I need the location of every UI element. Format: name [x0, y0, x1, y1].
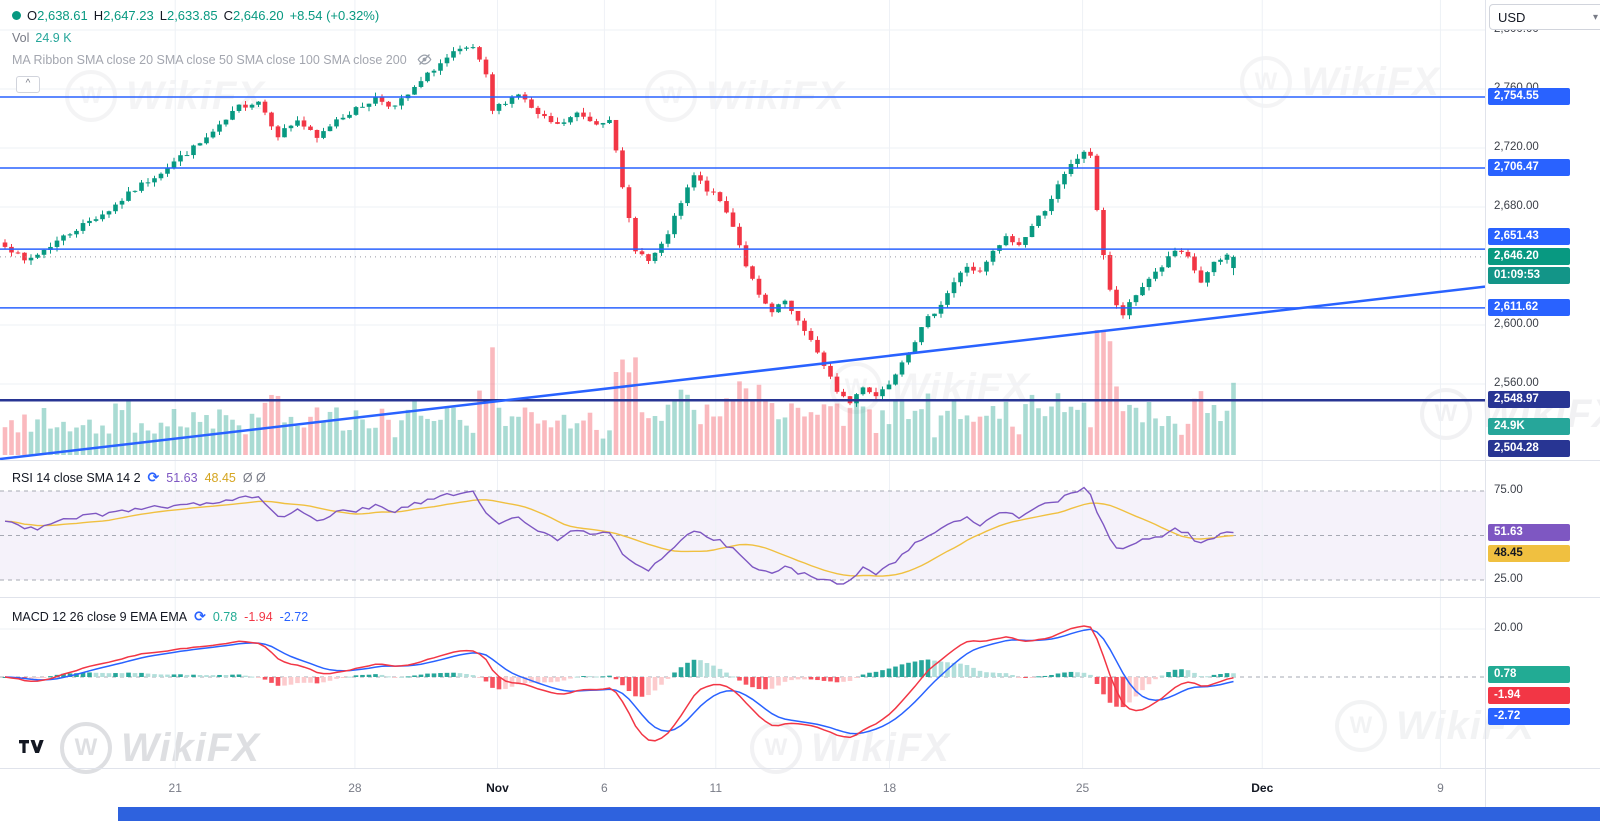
time-axis-label: 28	[348, 781, 362, 795]
price-change: +8.54 (+0.32%)	[289, 8, 380, 23]
eye-off-icon[interactable]	[417, 52, 432, 67]
ohlc-low: L2,633.85	[159, 8, 218, 23]
pane-separator[interactable]	[0, 460, 1600, 461]
wikifx-logo-icon: W	[830, 362, 882, 414]
macd-hist-value: 0.78	[212, 609, 238, 624]
scale-tick-label: 2,560.00	[1494, 376, 1539, 389]
time-axis-label: 9	[1437, 781, 1444, 795]
wikifx-wordmark: WikiFX	[811, 725, 950, 770]
scale-tick-label: 20.00	[1494, 622, 1523, 634]
price-badge: 2,754.55	[1488, 88, 1570, 106]
ma-ribbon-label: MA Ribbon SMA close 20 SMA close 50 SMA …	[12, 52, 407, 67]
ohlc-high: H2,647.23	[93, 8, 154, 23]
rsi-badge: 48.45	[1488, 544, 1570, 562]
rsi-badge: 51.63	[1488, 523, 1570, 541]
scale-tick-label: 2,720.00	[1494, 141, 1539, 153]
wikifx-logo-icon: W	[60, 722, 112, 774]
macd-pane-canvas[interactable]	[0, 598, 1485, 768]
price-pane-canvas[interactable]	[0, 0, 1485, 460]
macd-badge: -1.94	[1488, 687, 1570, 705]
tradingview-logo[interactable]	[18, 738, 44, 760]
refresh-icon[interactable]: ⟳	[147, 469, 160, 485]
rsi-extra: Ø Ø	[242, 470, 266, 485]
time-axis-label: 21	[168, 781, 182, 795]
scale-tick-label: 75.00	[1494, 484, 1523, 496]
price-badge: 2,548.97	[1488, 391, 1570, 409]
price-badge: 2,646.20	[1488, 247, 1570, 265]
scale-tick-label: 2,680.00	[1494, 199, 1539, 212]
macd-line-value: -1.94	[244, 609, 273, 624]
scale-border	[1485, 0, 1486, 807]
wikifx-logo-icon: W	[750, 722, 802, 774]
axis-separator	[0, 768, 1600, 769]
volume-label: Vol	[12, 31, 30, 45]
wikifx-wordmark: WikiFX	[1301, 59, 1440, 104]
pane-separator[interactable]	[0, 597, 1600, 598]
time-axis-label: 11	[709, 781, 722, 795]
wikifx-wordmark: WikiFX	[891, 365, 1030, 410]
price-scale[interactable]: USD ▾ 2,800.002,760.002,720.002,680.002,…	[1486, 0, 1600, 807]
rsi-value: 51.63	[166, 470, 198, 485]
collapse-pane-button[interactable]: ^	[16, 76, 40, 93]
rsi-header: RSI 14 close SMA 14 2 ⟳ 51.63 48.45 Ø Ø	[12, 469, 266, 486]
price-badge: 2,504.28	[1488, 440, 1570, 457]
wikifx-logo-icon: W	[1335, 700, 1387, 752]
scale-tick-label: 25.00	[1494, 573, 1523, 585]
time-axis-label: 25	[1075, 781, 1090, 795]
volume-badge: 24.9K	[1488, 418, 1570, 435]
macd-badge: 0.78	[1488, 666, 1570, 684]
time-axis[interactable]: 21 28 Nov 6 11 18 25 Dec 9	[0, 769, 1485, 807]
countdown-badge: 01:09:53	[1488, 266, 1570, 284]
rsi-pane-canvas[interactable]	[0, 461, 1485, 597]
currency-dropdown[interactable]: USD ▾	[1489, 4, 1600, 30]
symbol-legend: O2,638.61 H2,647.23 L2,633.85 C2,646.20 …	[12, 8, 379, 23]
price-badge: 2,706.47	[1488, 158, 1570, 176]
refresh-icon[interactable]: ⟳	[194, 608, 206, 624]
price-badge: 2,651.43	[1488, 227, 1570, 245]
chevron-down-icon: ▾	[1592, 11, 1598, 23]
ohlc-close: C2,646.20	[223, 8, 284, 23]
rsi-sma-value: 48.45	[204, 470, 236, 485]
volume-value: 24.9 K	[35, 31, 72, 45]
wikifx-logo-icon: W	[1240, 56, 1292, 108]
time-axis-label: Dec	[1251, 781, 1274, 795]
macd-badge: -2.72	[1488, 708, 1570, 726]
macd-header: MACD 12 26 close 9 EMA EMA ⟳ 0.78 -1.94 …	[12, 608, 308, 625]
market-status-dot	[12, 11, 21, 20]
scale-tick-label: 2,600.00	[1494, 317, 1539, 330]
time-axis-label: Nov	[486, 781, 509, 795]
wikifx-wordmark: WikiFX	[121, 725, 260, 770]
time-axis-label: 6	[601, 781, 608, 795]
rsi-label: RSI 14 close SMA 14 2	[12, 470, 141, 485]
currency-label: USD	[1498, 9, 1526, 25]
ma-ribbon-legend: MA Ribbon SMA close 20 SMA close 50 SMA …	[12, 52, 432, 67]
ohlc-open: O2,638.61	[27, 8, 88, 23]
macd-label: MACD 12 26 close 9 EMA EMA	[12, 609, 188, 624]
macd-signal-value: -2.72	[279, 609, 309, 624]
price-badge: 2,611.62	[1488, 298, 1570, 316]
bottom-bar	[118, 807, 1600, 821]
volume-legend: Vol 24.9 K	[12, 31, 72, 45]
wikifx-wordmark: WikiFX	[706, 73, 845, 118]
time-axis-label: 18	[882, 781, 897, 795]
